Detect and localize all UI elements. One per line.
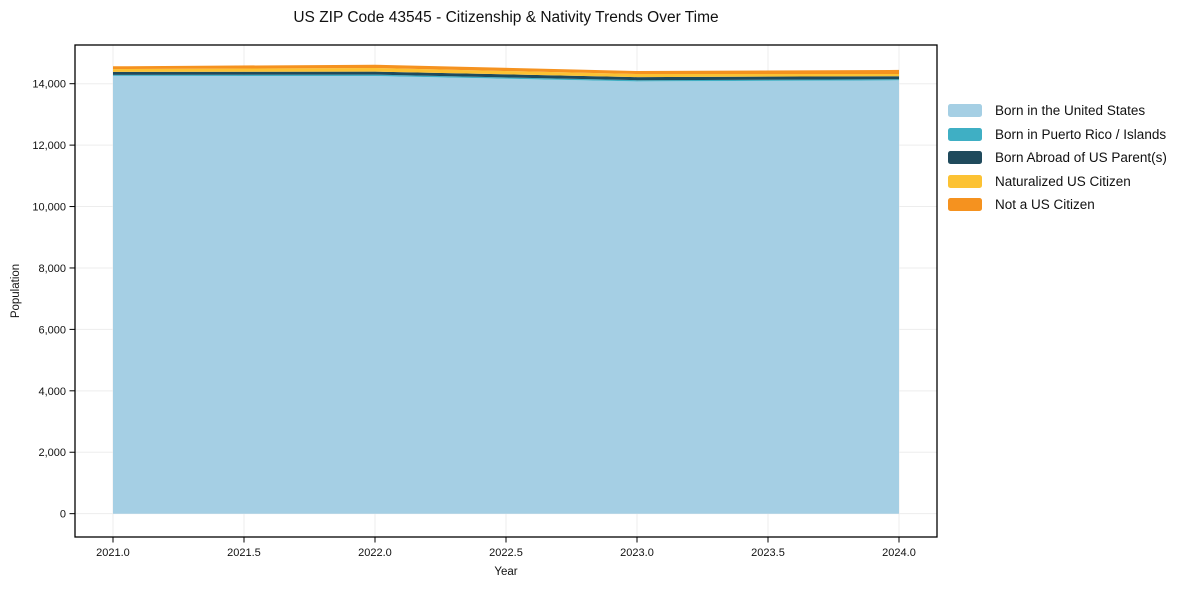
legend-label: Born in Puerto Rico / Islands (995, 126, 1167, 142)
y-tick-label: 14,000 (32, 79, 66, 91)
x-tick-label: 2024.0 (882, 547, 916, 559)
y-axis-label: Population (10, 263, 22, 319)
legend-item: Naturalized US Citizen (948, 173, 1167, 189)
y-tick-label: 8,000 (38, 263, 66, 275)
x-axis-label: Year (494, 566, 518, 578)
legend-item: Born in Puerto Rico / Islands (948, 126, 1167, 142)
legend-label: Naturalized US Citizen (995, 173, 1131, 189)
legend: Born in the United States Born in Puerto… (948, 103, 1167, 213)
y-tick-label: 0 (60, 509, 66, 521)
legend-swatch-born-puerto-rico (948, 127, 982, 141)
y-tick-label: 2,000 (38, 447, 66, 459)
legend-item: Born Abroad of US Parent(s) (948, 150, 1167, 166)
legend-swatch-naturalized (948, 174, 982, 188)
x-tick-label: 2021.0 (96, 547, 130, 559)
legend-swatch-born-in-us (948, 104, 982, 118)
legend-label: Not a US Citizen (995, 197, 1095, 213)
x-tick-label: 2022.0 (358, 547, 392, 559)
legend-label: Born in the United States (995, 103, 1146, 119)
x-tick-label: 2021.5 (227, 547, 261, 559)
chart-title: US ZIP Code 43545 - Citizenship & Nativi… (293, 9, 719, 26)
legend-swatch-not-citizen (948, 198, 982, 212)
legend-swatch-born-abroad (948, 151, 982, 165)
legend-item: Born in the United States (948, 103, 1167, 119)
legend-label: Born Abroad of US Parent(s) (995, 150, 1167, 166)
y-tick-label: 6,000 (38, 324, 66, 336)
x-tick-label: 2022.5 (489, 547, 523, 559)
y-tick-label: 10,000 (32, 202, 66, 214)
legend-item: Not a US Citizen (948, 197, 1167, 213)
x-tick-label: 2023.5 (751, 547, 785, 559)
y-tick-label: 12,000 (32, 140, 66, 152)
x-tick-label: 2023.0 (620, 547, 654, 559)
y-tick-label: 4,000 (38, 386, 66, 398)
